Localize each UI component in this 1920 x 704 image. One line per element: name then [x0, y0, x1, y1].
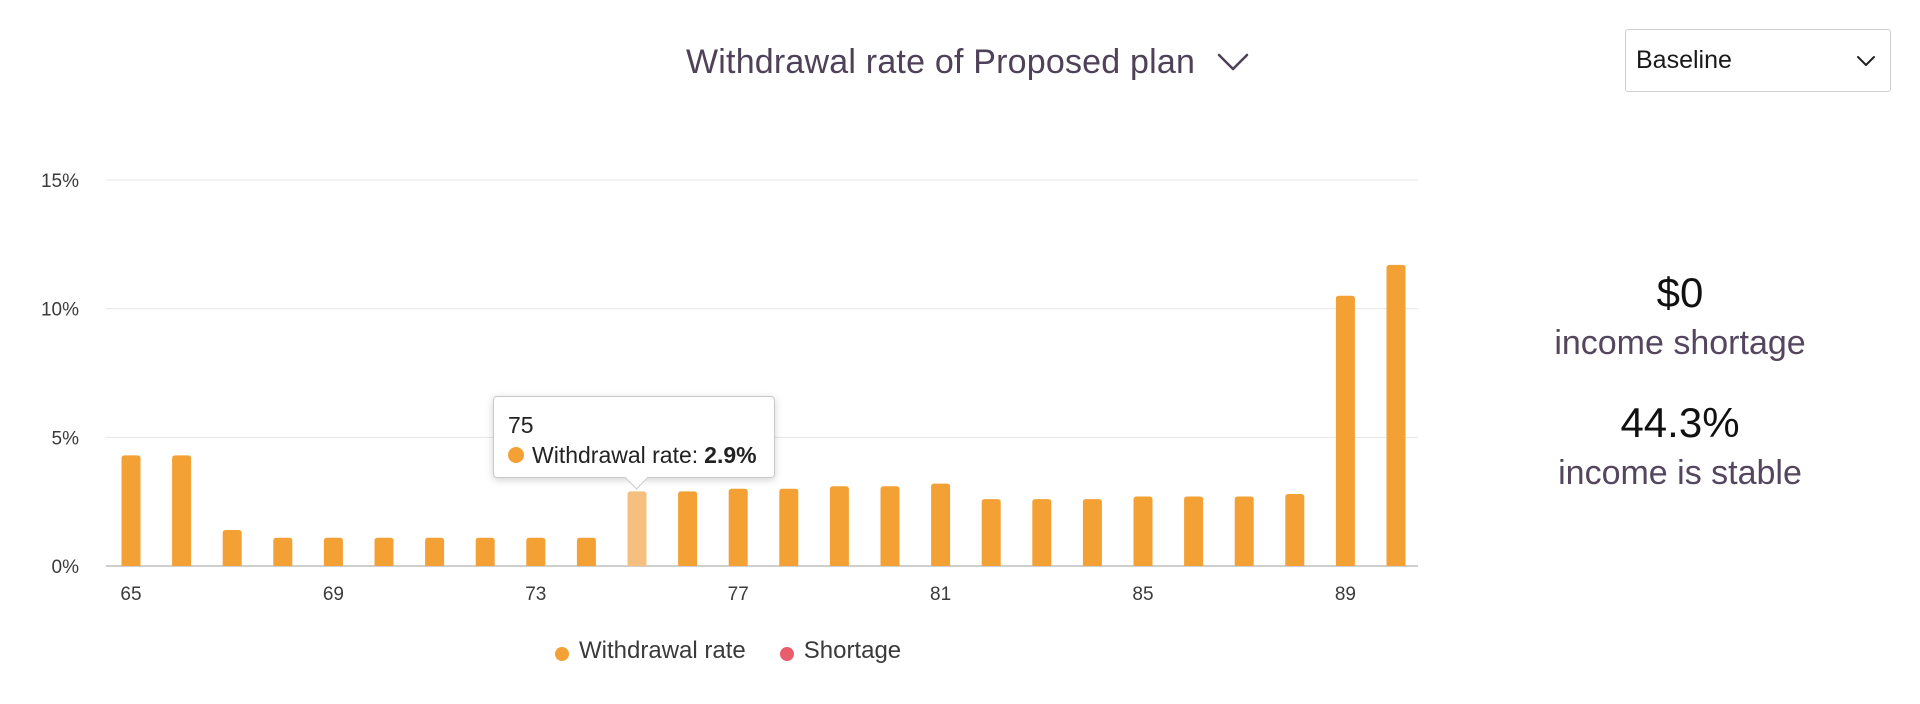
- chevron-down-icon: [1217, 53, 1249, 71]
- bar-withdrawal-rate: [1234, 496, 1254, 566]
- chart-title: Withdrawal rate of Proposed plan: [686, 42, 1196, 81]
- income-stable-label: income is stable: [1558, 454, 1802, 492]
- bar-withdrawal-rate: [222, 529, 242, 566]
- bar-withdrawal-rate: [1032, 499, 1052, 566]
- income-shortage-label: income shortage: [1554, 324, 1806, 362]
- y-tick-label: 5%: [52, 428, 80, 449]
- x-tick-label: 69: [323, 584, 344, 605]
- bar-withdrawal-rate: [627, 491, 647, 566]
- bar-withdrawal-rate: [880, 486, 900, 566]
- legend-dot-shortage: [779, 646, 794, 661]
- bar-withdrawal-rate: [829, 486, 849, 566]
- bar-withdrawal-rate: [1184, 496, 1204, 566]
- bar-withdrawal-rate: [1133, 496, 1153, 566]
- bar-withdrawal-rate: [1335, 295, 1355, 566]
- bar-withdrawal-rate: [728, 488, 748, 566]
- x-tick-label: 73: [525, 584, 546, 605]
- bar-withdrawal-rate: [425, 537, 445, 566]
- chart-title-dropdown[interactable]: Withdrawal rate of Proposed plan: [686, 40, 1249, 84]
- bar-withdrawal-rate: [374, 537, 394, 566]
- y-tick-label: 15%: [41, 171, 79, 192]
- bar-withdrawal-rate: [931, 483, 951, 566]
- bar-withdrawal-rate: [1386, 264, 1406, 566]
- bar-withdrawal-rate: [172, 455, 192, 566]
- withdrawal-rate-chart: 0% 5% 10% 15% 65 69 73 77 81 85 89: [41, 171, 1418, 605]
- bar-withdrawal-rate: [273, 537, 293, 566]
- x-tick-label: 65: [120, 584, 141, 605]
- income-shortage-value: $0: [1656, 269, 1704, 316]
- y-tick-label: 10%: [41, 300, 79, 321]
- legend-label-shortage: Shortage: [803, 637, 902, 664]
- x-tick-label: 89: [1335, 584, 1356, 605]
- summary-stats: $0 income shortage 44.3% income is stabl…: [1520, 265, 1840, 495]
- chart-legend: Withdrawal rate Shortage: [555, 636, 901, 666]
- legend-item-withdrawal-rate[interactable]: Withdrawal rate: [555, 637, 746, 665]
- chart-tooltip: 75 Withdrawal rate: 2.9%: [493, 396, 775, 478]
- tooltip-series-dot: [508, 447, 524, 463]
- bar-withdrawal-rate: [1082, 499, 1102, 566]
- income-stable-value: 44.3%: [1620, 399, 1740, 446]
- tooltip-series-label: Withdrawal rate:: [532, 442, 699, 468]
- bar-withdrawal-rate: [981, 499, 1001, 566]
- bar-withdrawal-rate: [323, 537, 343, 566]
- chevron-down-icon: [1857, 55, 1875, 66]
- legend-dot-withdrawal-rate: [555, 646, 569, 661]
- bar-withdrawal-rate: [678, 491, 698, 566]
- bar-withdrawal-rate: [121, 455, 141, 566]
- tooltip-age: 75: [508, 412, 534, 438]
- bar-withdrawal-rate: [779, 488, 799, 566]
- bar-withdrawal-rate: [475, 537, 495, 566]
- legend-item-shortage[interactable]: Shortage: [779, 637, 902, 665]
- tooltip-row: Withdrawal rate: 2.9%: [508, 439, 760, 471]
- legend-label-withdrawal-rate: Withdrawal rate: [579, 637, 746, 664]
- y-tick-label: 0%: [52, 557, 80, 578]
- x-tick-label: 81: [930, 584, 951, 605]
- bar-withdrawal-rate: [1285, 493, 1305, 566]
- bar-withdrawal-rate: [526, 537, 546, 566]
- x-tick-label: 77: [728, 584, 749, 605]
- x-tick-label: 85: [1132, 584, 1153, 605]
- bar-withdrawal-rate: [576, 537, 596, 566]
- tooltip-value: 2.9%: [704, 442, 757, 468]
- scenario-select-value: Baseline: [1636, 46, 1732, 74]
- scenario-select[interactable]: Baseline: [1625, 29, 1891, 92]
